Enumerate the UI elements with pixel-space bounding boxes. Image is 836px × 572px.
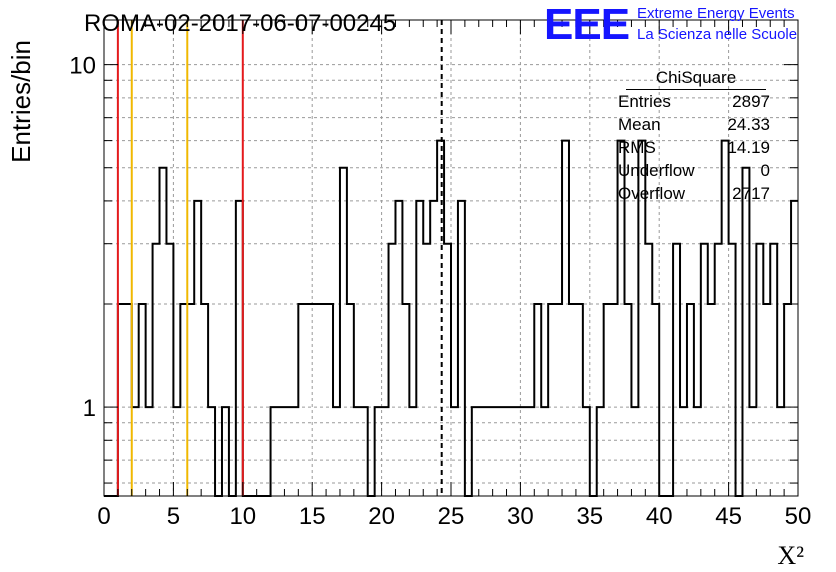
histogram-bin: [458, 201, 465, 496]
histogram-bin: [416, 201, 423, 496]
x-tick-label: 50: [785, 503, 812, 530]
stat-row-underflow: Underflow 0: [612, 159, 774, 182]
x-tick-label: 20: [368, 503, 395, 530]
histogram-bin: [784, 304, 791, 496]
histogram-outline: [104, 139, 798, 497]
histogram-bin: [326, 304, 333, 496]
histogram-bin: [305, 304, 312, 496]
x-tick-label: 15: [299, 503, 326, 530]
stat-label: Underflow: [618, 161, 695, 180]
eee-logo-mark: EEE: [544, 0, 630, 49]
stat-label: Entries: [618, 92, 671, 111]
x-tick-label: 40: [646, 503, 673, 530]
histogram-bin: [430, 201, 437, 496]
y-axis-label: Entries/bin: [6, 40, 36, 163]
x-tick-label: 35: [576, 503, 603, 530]
histogram-bin: [201, 304, 208, 496]
histogram-bin: [645, 244, 652, 496]
histogram-bin: [562, 141, 569, 496]
stat-label: Overflow: [618, 184, 686, 203]
histogram-bin: [576, 304, 583, 496]
stats-box: ChiSquare Entries 2897 Mean 24.33 RMS 14…: [612, 67, 774, 205]
y-tick-label: 1: [83, 395, 96, 422]
logo-line-1: Extreme Energy Events: [637, 5, 795, 22]
histogram-bin: [340, 168, 347, 496]
histogram-bin: [701, 244, 708, 496]
stat-value: 24.33: [727, 115, 770, 134]
histogram-bin: [534, 304, 541, 496]
x-tick-label: 5: [167, 503, 180, 530]
x-tick-label: 45: [715, 503, 742, 530]
histogram-bin: [742, 168, 749, 496]
histogram-bin: [715, 244, 722, 496]
histogram-bin: [395, 201, 402, 496]
histogram-bin: [673, 244, 680, 496]
stat-label: Mean: [618, 115, 661, 134]
histogram-bin: [118, 304, 125, 496]
stat-value: 0: [760, 161, 770, 180]
histogram-bin: [437, 141, 444, 496]
histogram-bin: [423, 244, 430, 496]
x-tick-label: 0: [97, 503, 110, 530]
histogram-bin: [139, 304, 146, 496]
histogram-bin: [444, 244, 451, 496]
x-tick-label: 10: [229, 503, 256, 530]
histogram-bin: [187, 304, 194, 496]
histogram-bin: [180, 304, 187, 496]
histogram-bin: [166, 244, 173, 496]
histogram-bin: [687, 304, 694, 496]
histogram-bin: [160, 168, 167, 496]
histogram-bin: [125, 304, 132, 496]
histogram-bin: [604, 304, 611, 496]
histogram-bin: [763, 304, 770, 496]
histogram-bin: [652, 304, 659, 496]
marker-lines: [116, 20, 443, 496]
stat-value: 2717: [732, 184, 770, 203]
histogram-bin: [611, 304, 618, 496]
histogram-bin: [347, 304, 354, 496]
histogram-bin: [555, 304, 562, 496]
x-tick-label: 30: [507, 503, 534, 530]
histogram-bin: [708, 304, 715, 496]
histogram-bin: [319, 304, 326, 496]
histogram-bin: [770, 244, 777, 496]
run-title: ROMA-02-2017-06-07-00245: [84, 10, 397, 37]
axis-ticks: [103, 20, 799, 496]
histogram-bin: [548, 304, 555, 496]
histogram-bin: [298, 304, 305, 496]
stat-row-entries: Entries 2897: [612, 90, 774, 113]
histogram-bin: [194, 201, 201, 496]
histogram-bin: [756, 244, 763, 496]
histogram-bin: [729, 244, 736, 496]
y-tick-label: 10: [69, 53, 96, 80]
stats-title: ChiSquare: [626, 67, 766, 90]
logo-line-2: La Scienza nelle Scuole: [637, 26, 798, 43]
x-tick-label: 25: [438, 503, 465, 530]
histogram-bin: [791, 201, 798, 496]
stat-value: 14.19: [727, 138, 770, 157]
histogram-layer: [104, 139, 798, 497]
histogram-bin: [402, 304, 409, 496]
histogram-bin: [389, 244, 396, 496]
x-axis-label: X²: [777, 541, 804, 570]
histogram-bin: [625, 304, 632, 496]
stat-row-overflow: Overflow 2717: [612, 182, 774, 205]
stat-row-mean: Mean 24.33: [612, 113, 774, 136]
stat-row-rms: RMS 14.19: [612, 136, 774, 159]
stat-label: RMS: [618, 138, 656, 157]
histogram-bin: [153, 244, 160, 496]
histogram-bin: [569, 304, 576, 496]
histogram-bin: [312, 304, 319, 496]
histogram-bin: [236, 201, 243, 496]
stat-value: 2897: [732, 92, 770, 111]
tick-labels: 0 5 10 15 20 25 30 35 40 45 50 1 10: [69, 53, 811, 530]
